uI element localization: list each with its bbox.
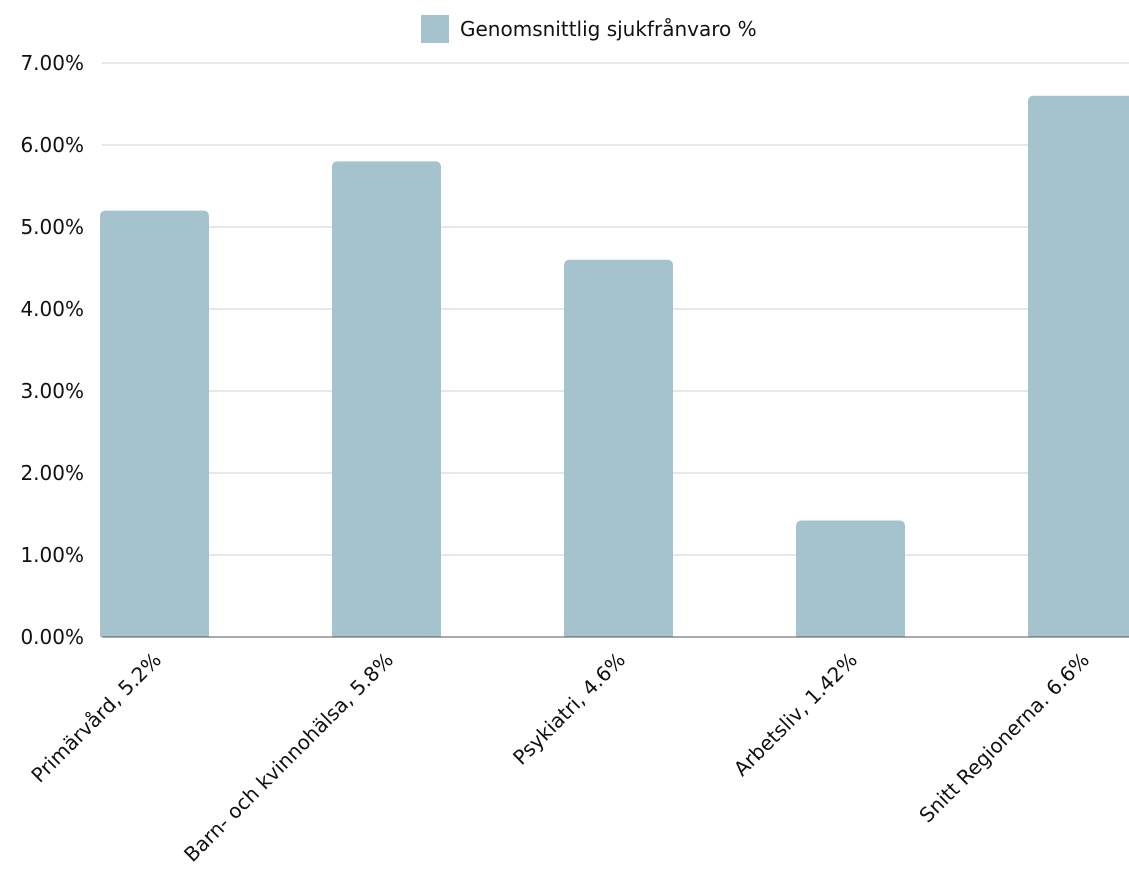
bars xyxy=(100,95,1129,637)
legend-label: Genomsnittlig sjukfrånvaro % xyxy=(460,17,757,41)
legend-swatch xyxy=(421,15,449,43)
y-tick-label: 1.00% xyxy=(20,543,84,567)
y-axis-tick-labels: 0.00% 1.00% 2.00% 3.00% 4.00% 5.00% 6.00% 7.00% xyxy=(20,51,84,649)
y-tick-label: 0.00% xyxy=(20,625,84,649)
bar xyxy=(100,210,209,637)
bar xyxy=(1028,95,1129,637)
x-category-label: Snitt Regionerna. 6.6% xyxy=(914,648,1094,828)
legend: Genomsnittlig sjukfrånvaro % xyxy=(421,15,757,43)
y-tick-label: 5.00% xyxy=(20,215,84,239)
y-tick-label: 7.00% xyxy=(20,51,84,75)
bar xyxy=(332,161,441,637)
y-tick-label: 6.00% xyxy=(20,133,84,157)
bar xyxy=(796,520,905,637)
bar xyxy=(564,259,673,637)
x-category-label: Primärvård, 5.2% xyxy=(26,648,166,788)
y-tick-label: 4.00% xyxy=(20,297,84,321)
x-axis-category-labels: Primärvård, 5.2% Barn- och kvinnohälsa, 5… xyxy=(26,648,1094,867)
x-category-label: Arbetsliv, 1.42% xyxy=(729,648,862,781)
y-tick-label: 3.00% xyxy=(20,379,84,403)
x-category-label: Barn- och kvinnohälsa, 5.8% xyxy=(179,648,398,867)
x-category-label: Psykiatri, 4.6% xyxy=(508,648,630,770)
y-tick-label: 2.00% xyxy=(20,461,84,485)
